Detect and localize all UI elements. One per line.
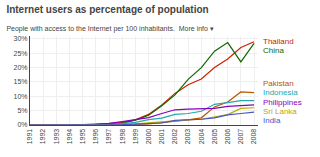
svg-text:1999: 1999 <box>132 129 139 145</box>
svg-text:25%: 25% <box>14 50 28 57</box>
svg-text:2004: 2004 <box>198 129 205 145</box>
svg-text:30%: 30% <box>14 35 28 42</box>
svg-text:2002: 2002 <box>171 129 178 145</box>
svg-text:Thailand: Thailand <box>263 37 294 46</box>
svg-text:Sri Lanka: Sri Lanka <box>263 107 297 116</box>
svg-text:2006: 2006 <box>224 129 231 145</box>
svg-text:2007: 2007 <box>237 129 244 145</box>
svg-text:China: China <box>263 46 284 55</box>
svg-text:1994: 1994 <box>66 129 73 145</box>
svg-text:15%: 15% <box>14 78 28 85</box>
svg-text:2003: 2003 <box>184 129 191 145</box>
svg-text:1993: 1993 <box>53 129 60 145</box>
svg-text:20%: 20% <box>14 64 28 71</box>
svg-text:10%: 10% <box>14 93 28 100</box>
svg-text:5%: 5% <box>17 107 27 114</box>
svg-text:2000: 2000 <box>145 129 152 145</box>
svg-text:Philippines: Philippines <box>263 98 302 107</box>
svg-text:2008: 2008 <box>250 129 257 145</box>
svg-text:Pakistan: Pakistan <box>263 79 294 88</box>
svg-text:2005: 2005 <box>211 129 218 145</box>
svg-text:Internet users as percentage o: Internet users as percentage of populati… <box>6 4 208 15</box>
svg-text:1997: 1997 <box>105 129 112 145</box>
svg-text:1996: 1996 <box>92 129 99 145</box>
svg-text:1998: 1998 <box>119 129 126 145</box>
svg-text:People with access to the Inte: People with access to the Internet per 1… <box>6 25 214 33</box>
svg-text:2001: 2001 <box>158 129 165 145</box>
svg-text:0%: 0% <box>17 121 27 128</box>
svg-text:1995: 1995 <box>79 129 86 145</box>
svg-text:1992: 1992 <box>39 129 46 145</box>
svg-text:1991: 1991 <box>26 129 33 145</box>
svg-text:Indonesia: Indonesia <box>263 88 298 97</box>
svg-text:India: India <box>263 116 281 125</box>
